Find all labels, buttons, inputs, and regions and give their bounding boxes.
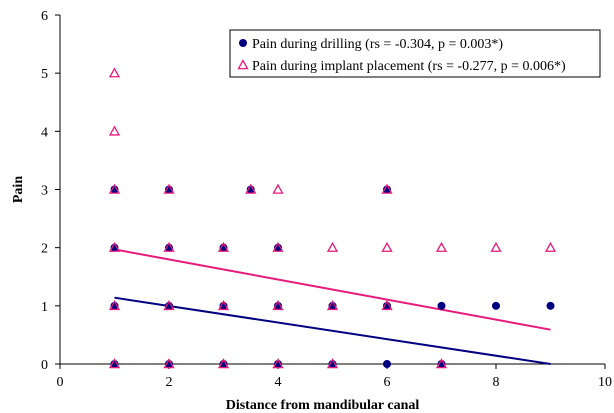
x-tick-label: 10 — [598, 375, 612, 390]
x-tick-label: 4 — [275, 375, 282, 390]
data-point-series-2 — [108, 299, 121, 311]
y-tick-label: 2 — [41, 242, 48, 257]
y-tick-label: 0 — [41, 358, 48, 373]
legend-marker-series-1 — [239, 39, 247, 47]
y-tick-label: 4 — [41, 125, 48, 140]
trendline-series-1 — [114, 296, 551, 365]
x-tick-label: 2 — [166, 375, 173, 390]
trendlines — [114, 248, 551, 365]
legend-label-series-2: Pain during implant placement (rs = -0.2… — [252, 59, 566, 74]
data-point-series-2 — [272, 183, 284, 194]
x-tick-label: 0 — [57, 375, 64, 390]
data-point-series-2 — [272, 299, 284, 311]
data-point-series-2 — [108, 67, 121, 78]
data-point-series-2 — [544, 241, 557, 252]
y-tick-label: 3 — [41, 184, 48, 199]
data-point-series-2 — [381, 241, 393, 252]
data-point-series-2 — [163, 299, 175, 311]
data-point-series-2 — [435, 358, 448, 369]
data-point-series-2 — [108, 125, 121, 136]
data-point-series-2 — [272, 358, 284, 369]
data-point-series-2 — [163, 358, 175, 369]
data-point-series-1 — [546, 301, 555, 310]
y-axis-title: Pain — [11, 176, 26, 203]
data-point-series-2 — [490, 241, 502, 252]
data-point-series-2 — [245, 183, 257, 194]
data-point-series-2 — [163, 241, 175, 252]
x-tick-label: 6 — [384, 375, 391, 390]
y-axis: 0 1 2 3 4 5 6 — [41, 9, 61, 373]
data-point-series-1 — [437, 301, 446, 310]
y-tick-label: 1 — [41, 300, 48, 315]
x-axis-title: Distance from mandibular canal — [226, 398, 420, 413]
data-point-series-2 — [217, 299, 230, 311]
data-point-series-2 — [217, 358, 230, 369]
legend-marker-series-2 — [237, 59, 249, 70]
legend-label-series-1: Pain during drilling (rs = -0.304, p = 0… — [252, 37, 503, 52]
data-point-series-2 — [217, 241, 230, 252]
data-point-series-2 — [381, 183, 393, 194]
data-point-series-2 — [272, 241, 284, 252]
legend-box — [229, 29, 601, 78]
y-tick-label: 6 — [41, 9, 48, 24]
data-point-series-2 — [163, 183, 175, 194]
data-point-series-1 — [383, 360, 391, 368]
trendline-series-2 — [114, 248, 551, 331]
data-point-series-2 — [326, 299, 339, 311]
data-point-series-1 — [492, 301, 500, 310]
data-point-series-2 — [381, 299, 393, 311]
data-point-series-2 — [108, 183, 121, 194]
data-points — [108, 67, 557, 369]
data-point-series-2 — [326, 241, 339, 252]
x-tick-label: 8 — [493, 375, 500, 390]
data-point-series-2 — [108, 358, 121, 369]
data-point-series-2 — [326, 358, 339, 369]
y-tick-label: 5 — [41, 67, 48, 82]
data-point-series-2 — [435, 241, 448, 252]
legend: Pain during drilling (rs = -0.304, p = 0… — [229, 29, 601, 78]
data-point-series-2 — [108, 241, 121, 252]
